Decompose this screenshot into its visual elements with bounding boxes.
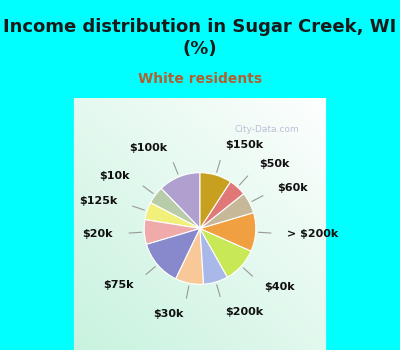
Text: $200k: $200k (225, 307, 263, 317)
Text: $10k: $10k (100, 171, 130, 181)
Text: City-Data.com: City-Data.com (234, 125, 299, 134)
Wedge shape (144, 219, 200, 244)
Text: > $200k: > $200k (287, 229, 338, 239)
Text: $125k: $125k (79, 196, 117, 206)
Wedge shape (161, 173, 200, 229)
Text: White residents: White residents (138, 72, 262, 86)
Wedge shape (200, 212, 256, 251)
Wedge shape (200, 182, 244, 229)
Wedge shape (200, 194, 254, 229)
Text: Income distribution in Sugar Creek, WI
(%): Income distribution in Sugar Creek, WI (… (3, 18, 397, 58)
Text: $50k: $50k (259, 159, 289, 169)
Wedge shape (145, 203, 200, 229)
Wedge shape (176, 229, 204, 284)
Wedge shape (200, 173, 230, 229)
Text: $40k: $40k (265, 282, 295, 292)
Text: $150k: $150k (225, 140, 263, 150)
Wedge shape (200, 229, 227, 284)
Text: $100k: $100k (129, 142, 167, 153)
Wedge shape (150, 188, 200, 229)
Wedge shape (200, 229, 251, 277)
Text: $20k: $20k (82, 229, 113, 239)
Wedge shape (146, 229, 200, 279)
Text: $30k: $30k (153, 309, 183, 319)
Text: $75k: $75k (103, 280, 134, 290)
Text: $60k: $60k (278, 183, 308, 193)
